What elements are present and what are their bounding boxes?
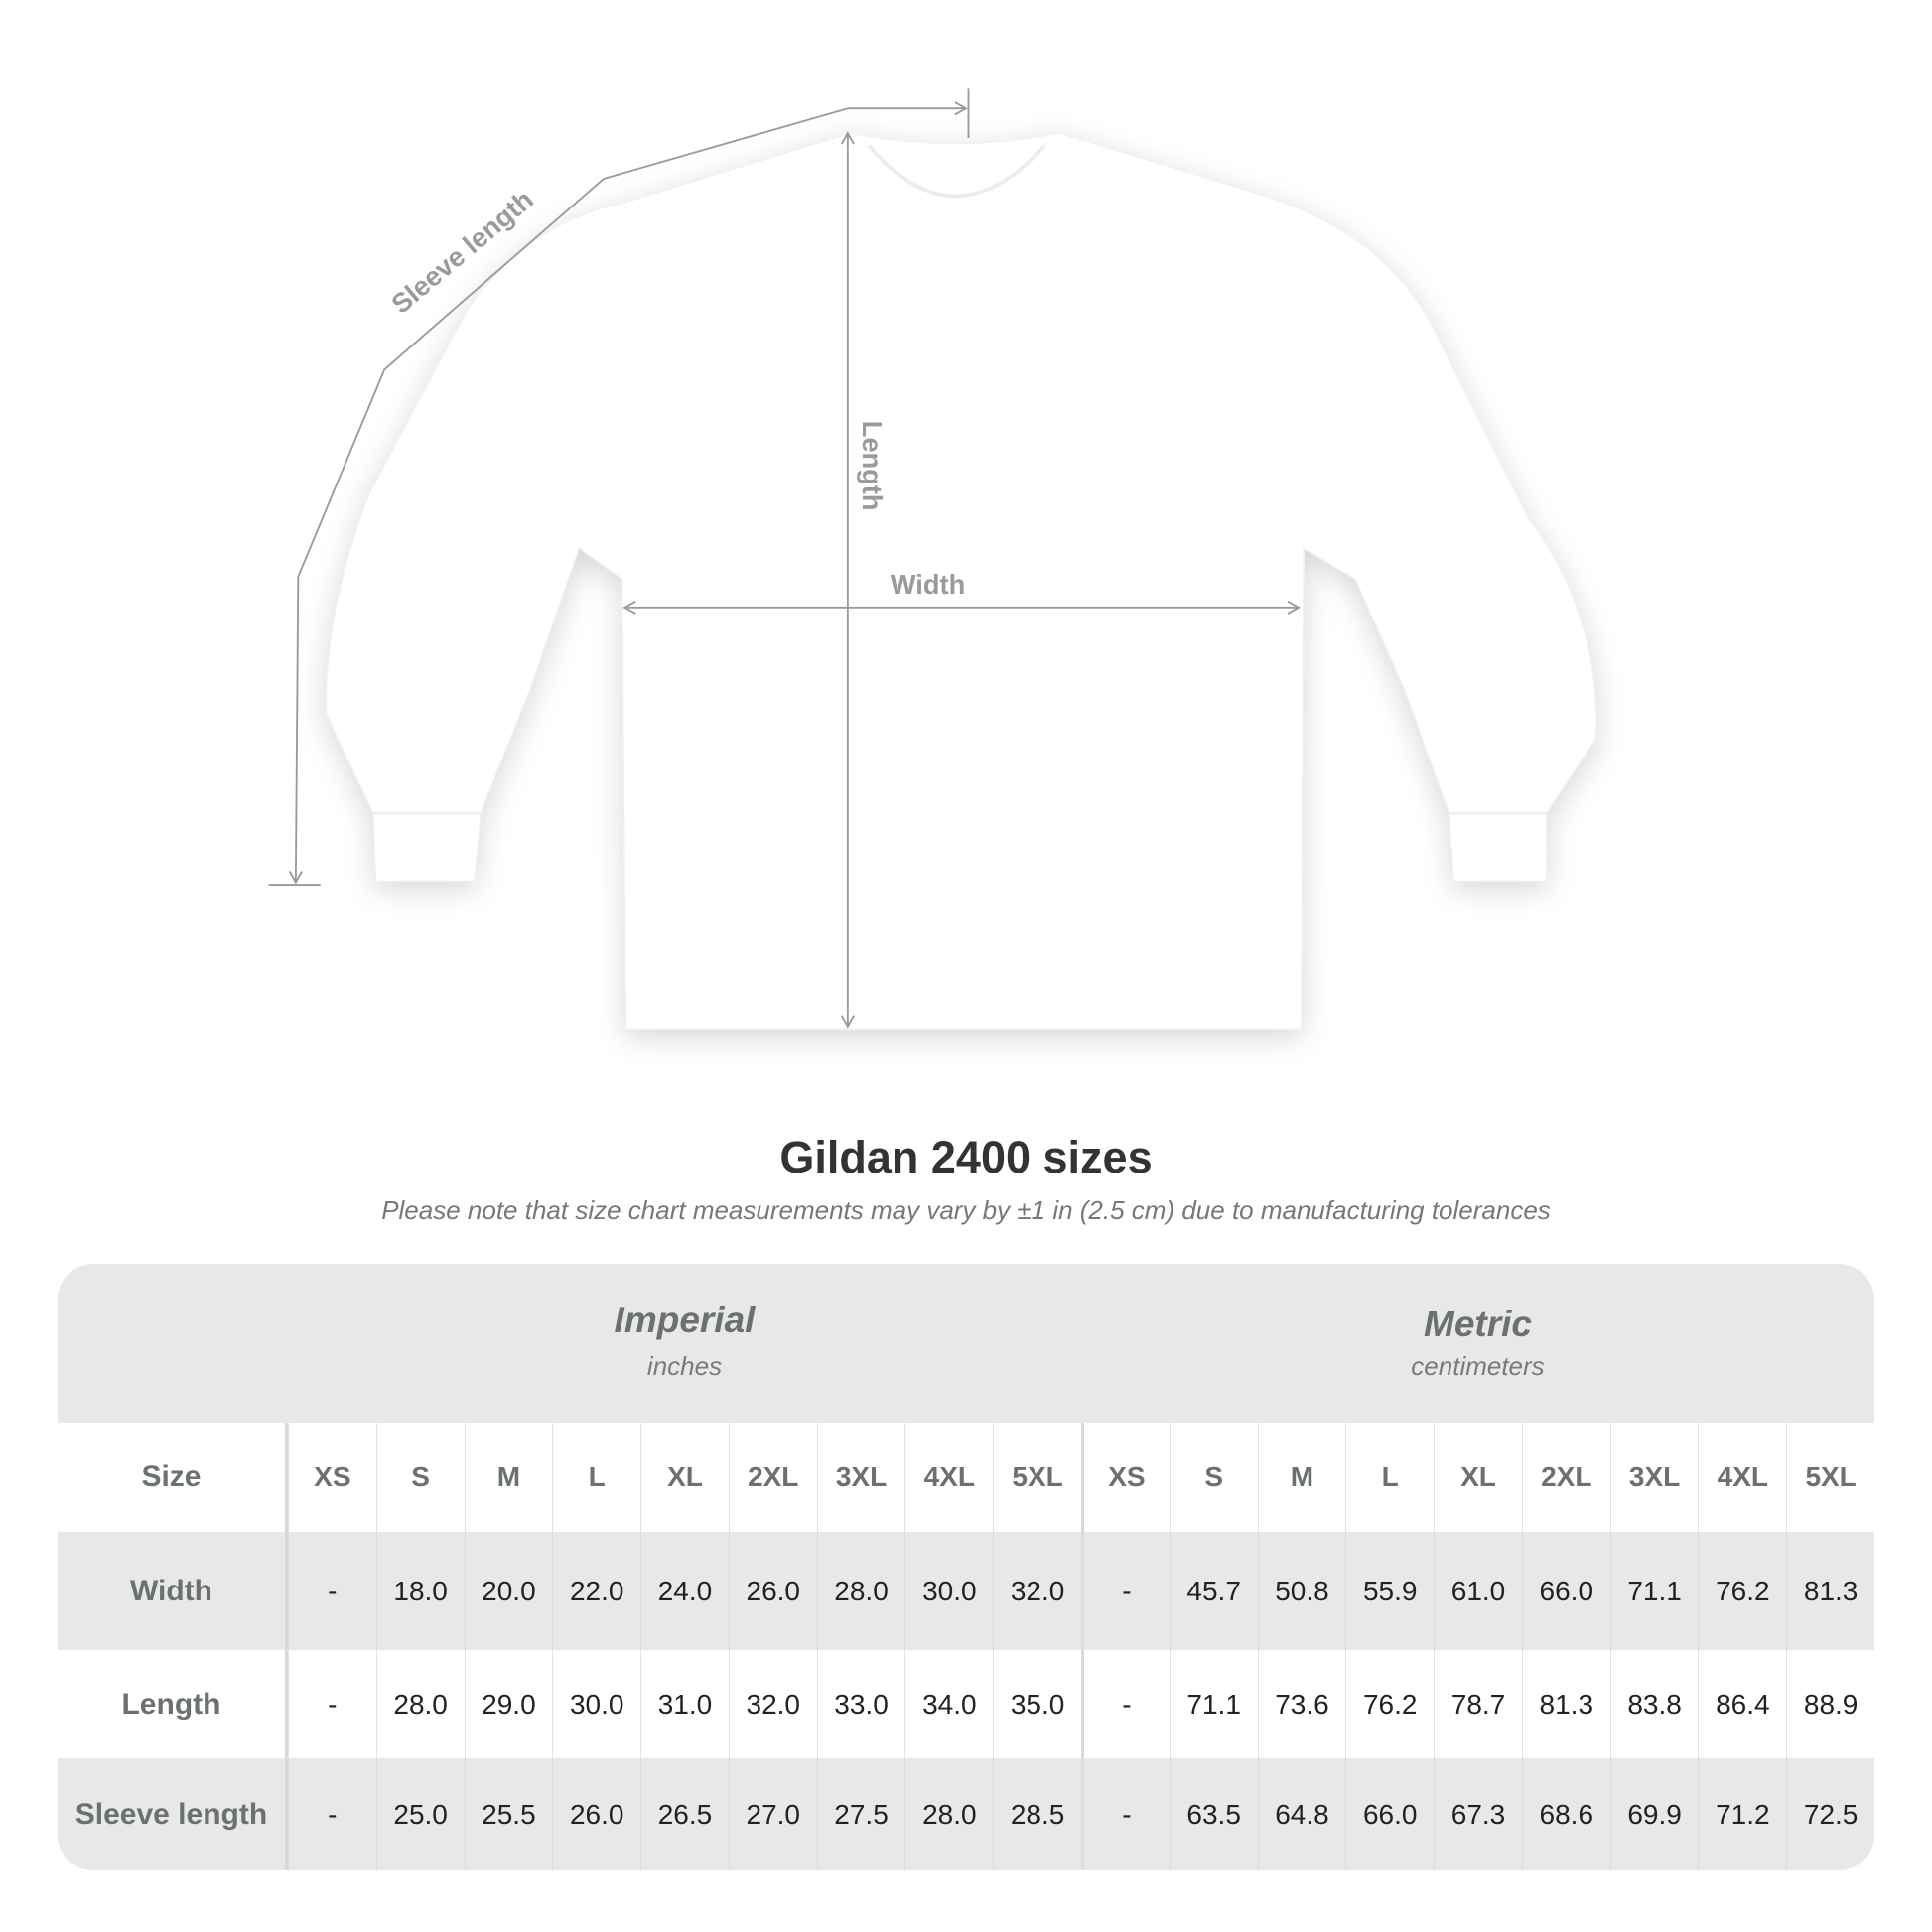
metric-size-l: L [1345, 1423, 1434, 1532]
imperial-size-4xl: 4XL [904, 1423, 993, 1532]
width-label: Width [891, 569, 966, 600]
imperial-value: - [287, 1650, 376, 1758]
metric-value: 69.9 [1609, 1758, 1699, 1870]
metric-value: 68.6 [1521, 1758, 1610, 1870]
imperial-value: 26.0 [728, 1532, 817, 1650]
imperial-unit: inches [646, 1351, 723, 1381]
imperial-value: 26.0 [552, 1758, 640, 1870]
metric-value: 64.8 [1257, 1758, 1346, 1870]
imperial-value: 20.0 [464, 1532, 553, 1650]
imperial-value: 33.0 [816, 1650, 905, 1758]
metric-size-2xl: 2XL [1521, 1423, 1610, 1532]
size-table: Imperial inches Metric centimeters Size X… [58, 1264, 1874, 1870]
metric-value: 66.0 [1521, 1532, 1610, 1650]
metric-size-s: S [1169, 1423, 1258, 1532]
metric-value: 71.2 [1698, 1758, 1786, 1870]
imperial-value: 26.5 [640, 1758, 729, 1870]
metric-title: Metric [1424, 1304, 1532, 1344]
imperial-value: 28.0 [375, 1650, 465, 1758]
metric-size-m: M [1257, 1423, 1346, 1532]
metric-value: 72.5 [1786, 1758, 1874, 1870]
row-label: Sleeve length [58, 1758, 288, 1870]
metric-value: 76.2 [1345, 1650, 1434, 1758]
metric-size-4xl: 4XL [1698, 1423, 1786, 1532]
imperial-value: - [287, 1758, 376, 1870]
imperial-value: 29.0 [464, 1650, 553, 1758]
metric-value: 50.8 [1257, 1532, 1346, 1650]
table-row: Sleeve length -25.0 25.5 26.0 26.5 27.0 27.5 28… [58, 1758, 1874, 1870]
metric-value: 45.7 [1169, 1532, 1258, 1650]
imperial-value: 30.0 [904, 1532, 993, 1650]
imperial-size-xl: XL [640, 1423, 729, 1532]
metric-size-xl: XL [1434, 1423, 1522, 1532]
metric-value: 73.6 [1257, 1650, 1346, 1758]
imperial-size-2xl: 2XL [728, 1423, 817, 1532]
imperial-size-s: S [375, 1423, 465, 1532]
size-header-label: Size [58, 1423, 288, 1532]
metric-value: 81.3 [1521, 1650, 1610, 1758]
metric-value: - [1080, 1758, 1170, 1870]
imperial-value: 25.0 [375, 1758, 465, 1870]
imperial-size-m: M [464, 1423, 553, 1532]
imperial-value: - [287, 1532, 376, 1650]
row-label: Width [58, 1532, 288, 1650]
metric-value: - [1080, 1650, 1170, 1758]
imperial-size-l: L [552, 1423, 640, 1532]
metric-value: 78.7 [1434, 1650, 1522, 1758]
imperial-value: 30.0 [552, 1650, 640, 1758]
row-label: Length [58, 1650, 288, 1758]
metric-header: Metric centimeters [1081, 1264, 1874, 1423]
metric-value: 83.8 [1609, 1650, 1699, 1758]
metric-value: 76.2 [1698, 1532, 1786, 1650]
imperial-value: 28.5 [993, 1758, 1081, 1870]
metric-value: - [1080, 1532, 1170, 1650]
imperial-value: 31.0 [640, 1650, 729, 1758]
metric-value: 55.9 [1345, 1532, 1434, 1650]
imperial-header: Imperial inches [288, 1264, 1081, 1423]
imperial-value: 28.0 [904, 1758, 993, 1870]
metric-value: 71.1 [1609, 1532, 1699, 1650]
imperial-value: 22.0 [552, 1532, 640, 1650]
imperial-value: 35.0 [993, 1650, 1081, 1758]
imperial-value: 28.0 [816, 1532, 905, 1650]
metric-value: 88.9 [1786, 1650, 1874, 1758]
imperial-title: Imperial [614, 1300, 756, 1340]
imperial-value: 27.5 [816, 1758, 905, 1870]
imperial-size-3xl: 3XL [816, 1423, 905, 1532]
sleeve-length-measure [268, 88, 970, 887]
metric-unit: centimeters [1411, 1351, 1545, 1381]
size-header-row: Size XS S M L XL 2XL 3XL 4XL 5XL XS S M L XL 2XL 3XL 4XL 5… [58, 1423, 1874, 1532]
metric-size-xs: XS [1080, 1423, 1170, 1532]
metric-value: 66.0 [1345, 1758, 1434, 1870]
long-sleeve-shirt [325, 132, 1597, 1030]
collar [867, 144, 1046, 199]
imperial-value: 34.0 [904, 1650, 993, 1758]
page-title: Gildan 2400 sizes [779, 1132, 1153, 1182]
imperial-value: 27.0 [728, 1758, 817, 1870]
metric-value: 71.1 [1169, 1650, 1258, 1758]
imperial-value: 25.5 [464, 1758, 553, 1870]
metric-size-3xl: 3XL [1609, 1423, 1699, 1532]
metric-value: 81.3 [1786, 1532, 1874, 1650]
table-row: Width -18.0 20.0 22.0 24.0 26.0 28.0 30.0 32.0-4… [58, 1532, 1874, 1650]
table-row: Length -28.0 29.0 30.0 31.0 32.0 33.0 34.0 35.0-… [58, 1650, 1874, 1758]
imperial-size-xs: XS [287, 1423, 376, 1532]
imperial-value: 18.0 [375, 1532, 465, 1650]
metric-value: 61.0 [1434, 1532, 1522, 1650]
metric-size-5xl: 5XL [1786, 1423, 1874, 1532]
imperial-value: 24.0 [640, 1532, 729, 1650]
metric-value: 86.4 [1698, 1650, 1786, 1758]
tolerance-note: Please note that size chart measurements… [381, 1195, 1551, 1225]
metric-value: 67.3 [1434, 1758, 1522, 1870]
imperial-value: 32.0 [728, 1650, 817, 1758]
metric-value: 63.5 [1169, 1758, 1258, 1870]
imperial-size-5xl: 5XL [993, 1423, 1081, 1532]
imperial-value: 32.0 [993, 1532, 1081, 1650]
length-label: Length [857, 421, 888, 511]
